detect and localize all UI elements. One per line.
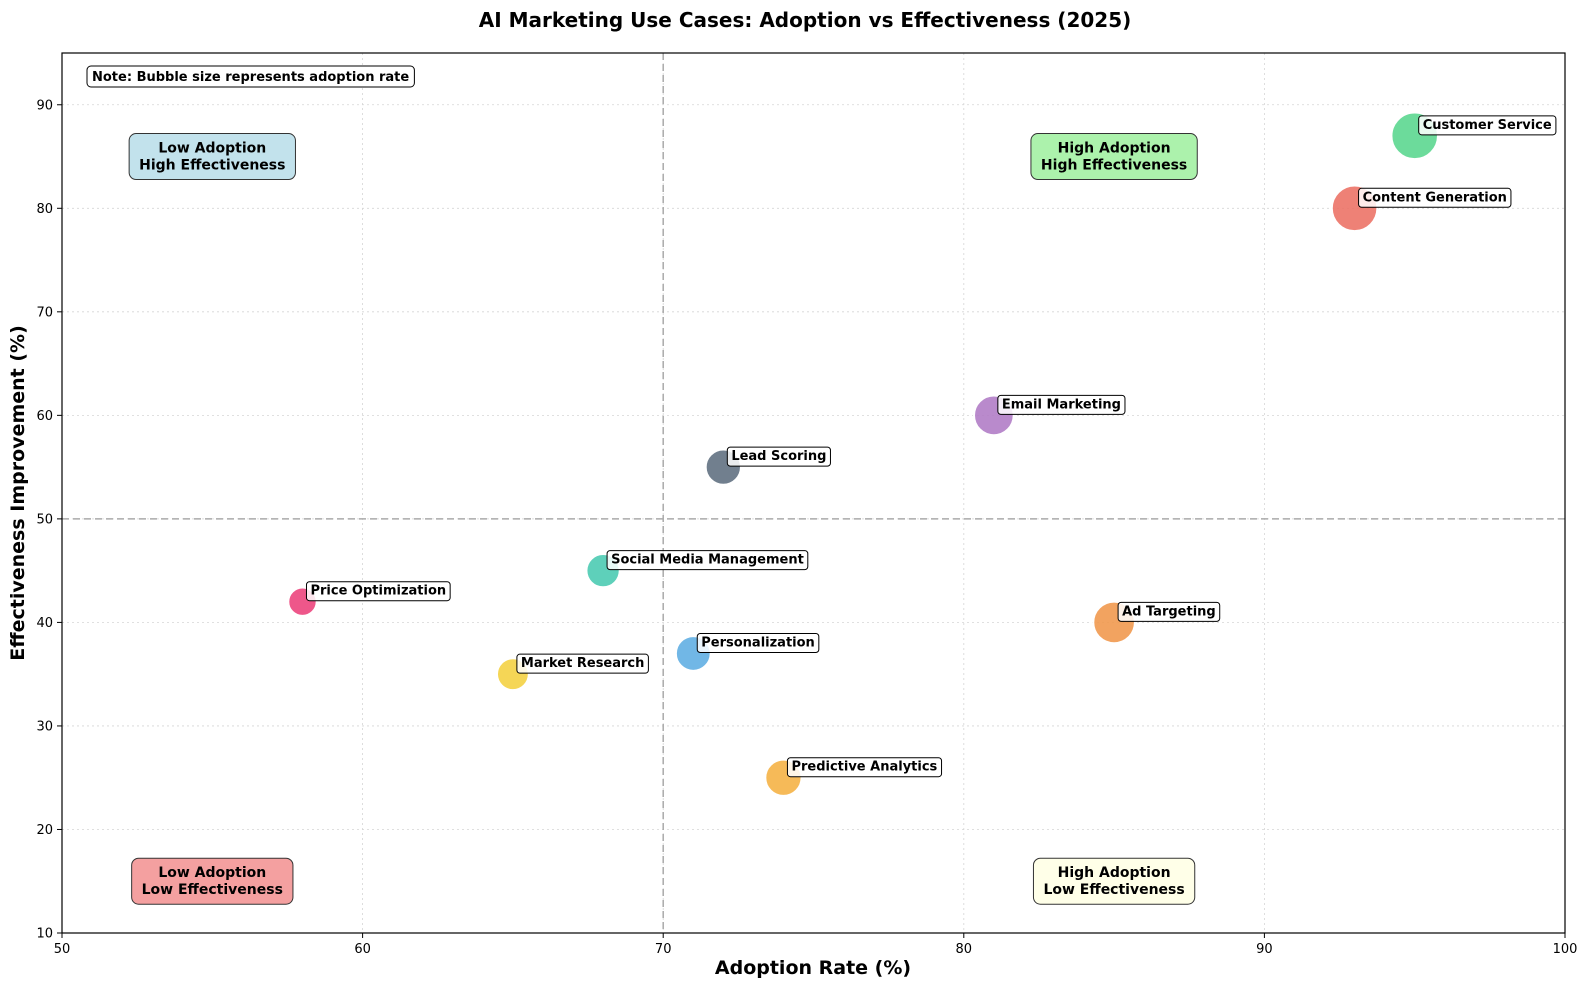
x-tick-label-90: 90 (1256, 942, 1273, 957)
y-tick-label-10: 10 (36, 927, 53, 942)
note-text: Note: Bubble size represents adoption ra… (92, 70, 409, 85)
axis-ticks: 50 60 70 80 90 100 10 20 30 40 50 60 70 80 90 (36, 98, 1577, 957)
point-label-text: Content Generation (1363, 190, 1507, 205)
point-label-text: Email Marketing (1002, 397, 1121, 412)
reference-lines (62, 53, 1565, 933)
x-tick-label-70: 70 (655, 942, 672, 957)
y-tick-label-30: 30 (36, 719, 53, 734)
point-label-email-marketing: Email Marketing (997, 394, 1126, 415)
x-axis-label: Adoption Rate (%) (715, 957, 911, 979)
quadrant-line2-tl: High Effectiveness (139, 158, 285, 174)
point-label-text: Market Research (521, 656, 645, 671)
point-label-text: Social Media Management (611, 553, 804, 568)
chart-title: AI Marketing Use Cases: Adoption vs Effe… (479, 8, 1132, 32)
quadrant-line2-bl: Low Effectiveness (142, 882, 283, 898)
quadrant-box-tr (1030, 133, 1198, 181)
y-tick-label-50: 50 (36, 512, 53, 527)
quadrant-box-tl (128, 133, 296, 181)
data-points (287, 111, 1439, 797)
point-label-market-research: Market Research (516, 653, 649, 674)
quadrant-box-bl (131, 857, 294, 905)
point-label-text: Price Optimization (310, 584, 446, 599)
point-label-predictive-analytics: Predictive Analytics (786, 757, 943, 778)
x-tick-label-100: 100 (1553, 942, 1578, 957)
point-label-personalization: Personalization (696, 632, 820, 653)
point-label-content-generation: Content Generation (1358, 187, 1512, 208)
point-label-box (786, 757, 943, 778)
point-label-box (1358, 187, 1512, 208)
point-label-lead-scoring: Lead Scoring (726, 446, 831, 467)
y-tick-label-70: 70 (36, 305, 53, 320)
y-tick-label-40: 40 (36, 616, 53, 631)
point-label-box (606, 550, 809, 571)
point-label-ad-targeting: Ad Targeting (1117, 601, 1221, 622)
note-background (86, 65, 415, 88)
x-tick-label-50: 50 (54, 942, 71, 957)
plot-frame (61, 52, 1566, 934)
quadrant-line1-bl: Low Adoption (158, 865, 266, 881)
point-label-box (997, 394, 1126, 415)
quadrant-line1-br: High Adoption (1058, 865, 1171, 881)
quadrant-line2-tr: High Effectiveness (1041, 158, 1187, 174)
x-tick-label-60: 60 (354, 942, 371, 957)
y-tick-label-80: 80 (36, 202, 53, 217)
point-label-text: Lead Scoring (731, 449, 826, 464)
point-label-text: Personalization (701, 635, 815, 650)
y-tick-label-60: 60 (36, 409, 53, 424)
point-label-box (726, 446, 831, 467)
point-label-box (696, 632, 820, 653)
y-tick-label-90: 90 (36, 98, 53, 113)
point-label-customer-service: Customer Service (1418, 115, 1557, 136)
point-label-box (1117, 601, 1221, 622)
quadrant-box-br (1032, 857, 1196, 905)
point-label-text: Ad Targeting (1122, 604, 1216, 619)
x-tick-label-80: 80 (956, 942, 973, 957)
point-labels: Customer Service Content Generation Email … (305, 115, 1557, 778)
point-label-price-optimization: Price Optimization (305, 581, 451, 602)
point-label-social-media-management: Social Media Management (606, 550, 809, 571)
note-box: Note: Bubble size represents adoption ra… (86, 65, 415, 88)
y-tick-label-20: 20 (36, 823, 53, 838)
quadrant-line1-tl: Low Adoption (158, 141, 266, 157)
point-label-box (516, 653, 649, 674)
point-label-text: Predictive Analytics (791, 760, 937, 775)
y-axis-label: Effectiveness Improvement (%) (7, 325, 29, 661)
quadrant-line2-br: Low Effectiveness (1043, 882, 1184, 898)
point-label-box (1418, 115, 1557, 136)
point-label-box (305, 581, 451, 602)
point-label-text: Customer Service (1423, 118, 1552, 133)
quadrant-line1-tr: High Adoption (1058, 141, 1171, 157)
grid (61, 53, 1566, 934)
